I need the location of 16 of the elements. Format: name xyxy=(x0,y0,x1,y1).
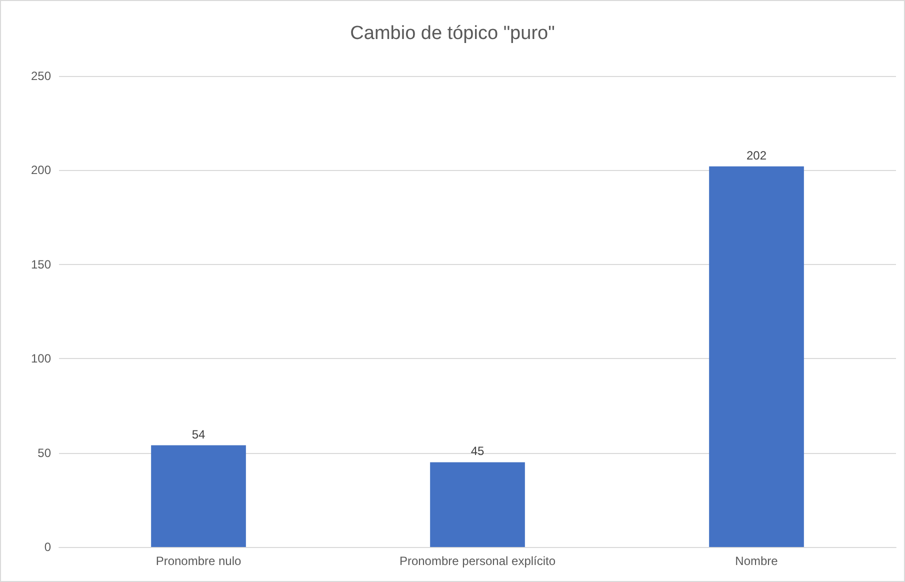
bar xyxy=(709,166,804,547)
y-tick-label: 100 xyxy=(30,352,52,366)
bar xyxy=(151,445,246,547)
y-tick-label: 50 xyxy=(38,446,52,460)
y-tick-label: 250 xyxy=(30,69,52,83)
data-label: 202 xyxy=(746,148,767,162)
chart-title: Cambio de tópico "puro" xyxy=(350,23,555,44)
x-tick-label: Pronombre personal explícito xyxy=(399,554,556,568)
x-tick-label: Pronombre nulo xyxy=(156,554,242,568)
y-tick-label: 150 xyxy=(30,257,52,272)
x-tick-label: Nombre xyxy=(735,554,778,568)
bar xyxy=(430,462,525,547)
data-label: 54 xyxy=(192,427,206,442)
y-tick-label: 0 xyxy=(44,540,52,554)
data-label: 45 xyxy=(470,444,484,458)
y-tick-label: 200 xyxy=(30,163,52,178)
